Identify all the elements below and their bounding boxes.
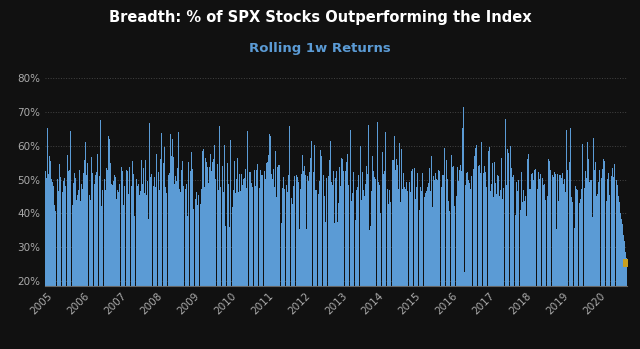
Text: Rolling 1w Returns: Rolling 1w Returns	[249, 42, 391, 55]
Text: Breadth: % of SPX Stocks Outperforming the Index: Breadth: % of SPX Stocks Outperforming t…	[109, 10, 531, 25]
